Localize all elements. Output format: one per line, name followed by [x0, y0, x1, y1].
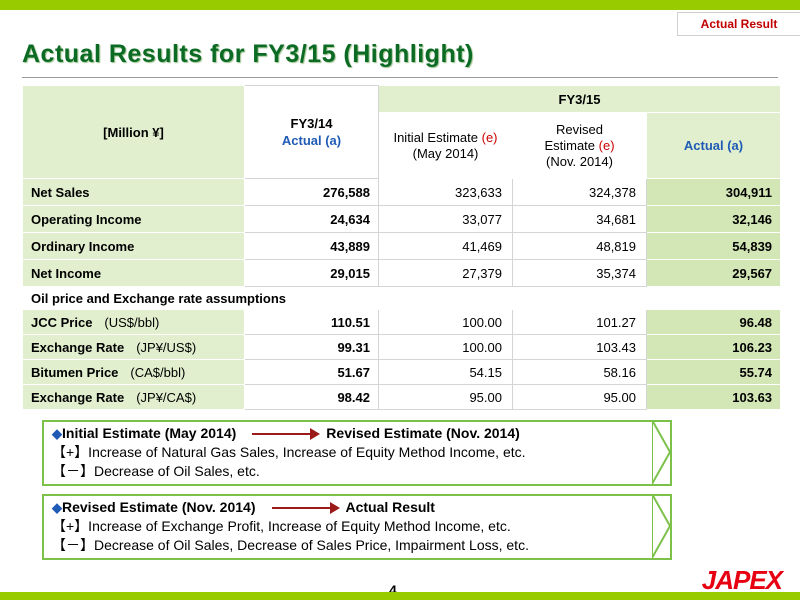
revised-estimate-date: (Nov. 2014) [546, 153, 613, 169]
actual-value: 54,839 [645, 232, 782, 260]
box-plus-line: 【+】Increase of Natural Gas Sales, Increa… [52, 444, 526, 460]
box-heading: ◆Revised Estimate (Nov. 2014) Actual Resu… [52, 498, 662, 517]
revised-value: 34,681 [512, 205, 647, 233]
assumption-label: Exchange Rate (JP¥/CA$) [22, 384, 245, 410]
row-label: Net Sales [22, 178, 245, 206]
revised-value: 48,819 [512, 232, 647, 260]
revised-value: 35,374 [512, 259, 647, 287]
initial-value: 323,633 [378, 178, 513, 206]
revised-to-actual-box: ◆Revised Estimate (Nov. 2014) Actual Resu… [42, 494, 672, 560]
revised-estimate-label: Estimate [544, 137, 599, 153]
initial-value: 100.00 [378, 309, 513, 335]
results-table: [Million ¥] FY3/14 Actual (a) FY3/15 Ini… [21, 84, 782, 410]
box-to-label: Revised Estimate (Nov. 2014) [326, 425, 520, 441]
revised-value: 324,378 [512, 178, 647, 206]
page-title: Actual Results for FY3/15 (Highlight) [22, 40, 474, 68]
initial-value: 27,379 [378, 259, 513, 287]
revised-value: 101.27 [512, 309, 647, 335]
fy14-sub-label: Actual (a) [281, 133, 342, 148]
diamond-icon: ◆ [52, 426, 62, 441]
revised-label: Revised [556, 121, 603, 137]
revised-value: 58.16 [512, 359, 647, 385]
initial-estimate-label: Initial Estimate [393, 129, 482, 145]
assumption-unit: (JP¥/CA$) [136, 389, 197, 405]
table-row: Bitumen Price (CA$/bbl) 51.67 54.15 58.16… [22, 359, 782, 385]
assumption-unit: (CA$/bbl) [130, 364, 186, 380]
row-label: Ordinary Income [22, 232, 245, 260]
initial-value: 41,469 [378, 232, 513, 260]
box-from-label: Revised Estimate (Nov. 2014) [62, 499, 256, 515]
fy15-header: FY3/15 [377, 84, 782, 114]
assumption-name: Exchange Rate [31, 339, 125, 355]
assumption-unit: (JP¥/US$) [136, 339, 197, 355]
assumption-unit: (US$/bbl) [104, 314, 160, 330]
table-row: Operating Income 24,634 33,077 34,681 32… [22, 205, 782, 233]
assumption-label: JCC Price (US$/bbl) [22, 309, 245, 335]
actual-value: 103.63 [645, 384, 782, 410]
title-divider [22, 77, 778, 78]
fy14-value: 43,889 [244, 232, 379, 260]
fy14-value: 29,015 [244, 259, 379, 287]
revised-estimate-header: Revised Estimate (e) (Nov. 2014) [512, 112, 647, 179]
fy14-value: 99.31 [244, 334, 379, 360]
box-minus-line: 【－】Decrease of Oil Sales, Decrease of Sa… [52, 537, 529, 553]
fy14-value: 51.67 [244, 359, 379, 385]
actual-header: Actual (a) [645, 112, 782, 179]
assumption-label: Exchange Rate (JP¥/US$) [22, 334, 245, 360]
assumption-name: JCC Price [31, 314, 93, 330]
top-green-band [0, 0, 800, 10]
initial-value: 95.00 [378, 384, 513, 410]
fy14-value: 98.42 [244, 384, 379, 410]
diamond-icon: ◆ [52, 500, 62, 515]
box-plus-line: 【+】Increase of Exchange Profit, Increase… [52, 518, 511, 534]
box-from-label: Initial Estimate (May 2014) [62, 425, 237, 441]
revised-value: 95.00 [512, 384, 647, 410]
arrow-right-icon [271, 502, 340, 515]
box-minus-line: 【－】Decrease of Oil Sales, etc. [52, 463, 260, 479]
box1-chevron-icon [652, 420, 672, 484]
table-row: Net Sales 276,588 323,633 324,378 304,91… [22, 178, 782, 206]
table-row: JCC Price (US$/bbl) 110.51 100.00 101.27 … [22, 309, 782, 335]
box-to-label: Actual Result [345, 499, 435, 515]
box2-chevron-icon [652, 494, 672, 558]
table-row: Exchange Rate (JP¥/CA$) 98.42 95.00 95.00… [22, 384, 782, 410]
actual-value: 55.74 [645, 359, 782, 385]
actual-value: 106.23 [645, 334, 782, 360]
initial-value: 33,077 [378, 205, 513, 233]
fy14-value: 24,634 [244, 205, 379, 233]
section-tab: Actual Result [677, 12, 800, 36]
fy14-header: FY3/14 Actual (a) [244, 85, 379, 179]
revised-estimate-e: (e) [598, 137, 615, 153]
page-number: 4 [389, 582, 397, 598]
fy14-label: FY3/14 [290, 116, 333, 131]
initial-value: 54.15 [378, 359, 513, 385]
actual-value: 29,567 [645, 259, 782, 287]
assumptions-section-label: Oil price and Exchange rate assumptions [21, 286, 782, 310]
initial-estimate-header: Initial Estimate (e) (May 2014) [378, 112, 513, 179]
row-label: Operating Income [22, 205, 245, 233]
actual-value: 304,911 [645, 178, 782, 206]
unit-label: [Million ¥] [22, 85, 245, 179]
initial-value: 100.00 [378, 334, 513, 360]
row-label: Net Income [22, 259, 245, 287]
revised-value: 103.43 [512, 334, 647, 360]
initial-estimate-date: (May 2014) [412, 145, 479, 161]
arrow-right-icon [252, 428, 321, 441]
assumption-name: Exchange Rate [31, 389, 125, 405]
initial-estimate-e: (e) [481, 129, 498, 145]
table-row: Net Income 29,015 27,379 35,374 29,567 [22, 259, 782, 287]
bottom-green-band [0, 592, 800, 600]
japex-logo: JAPEX [701, 565, 783, 595]
table-row: Ordinary Income 43,889 41,469 48,819 54,… [22, 232, 782, 260]
box-heading: ◆Initial Estimate (May 2014) Revised Esti… [52, 424, 662, 443]
initial-to-revised-box: ◆Initial Estimate (May 2014) Revised Esti… [42, 420, 672, 486]
assumption-label: Bitumen Price (CA$/bbl) [22, 359, 245, 385]
fy14-value: 276,588 [244, 178, 379, 206]
actual-value: 96.48 [645, 309, 782, 335]
table-row: Exchange Rate (JP¥/US$) 99.31 100.00 103.… [22, 334, 782, 360]
fy14-value: 110.51 [244, 309, 379, 335]
assumption-name: Bitumen Price [31, 364, 119, 380]
actual-value: 32,146 [645, 205, 782, 233]
